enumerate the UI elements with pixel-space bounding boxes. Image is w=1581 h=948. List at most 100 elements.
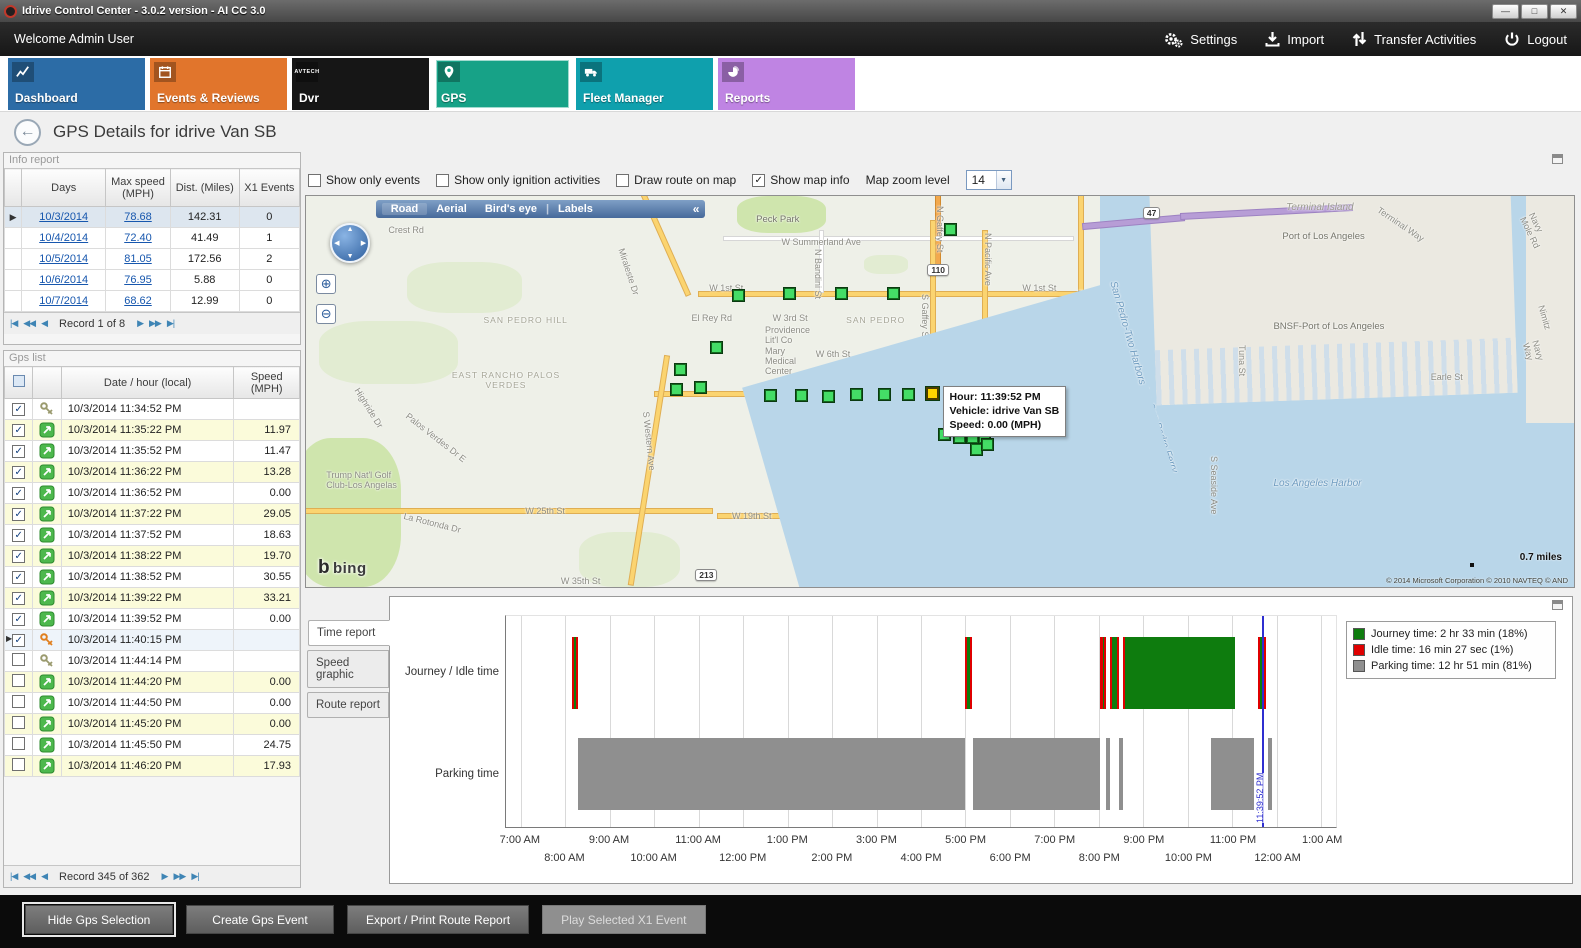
row-checkbox[interactable]: ✓ bbox=[12, 465, 26, 479]
last-page-icon[interactable]: ▶| bbox=[191, 871, 199, 881]
col-days[interactable]: Days bbox=[21, 168, 107, 207]
row-checkbox[interactable]: ✓ bbox=[12, 402, 26, 416]
gps-route-marker[interactable] bbox=[903, 388, 915, 400]
first-page-icon[interactable]: |◀ bbox=[10, 871, 18, 881]
info-report-row[interactable]: 10/6/2014 76.95 5.88 0 bbox=[3, 269, 301, 291]
option-show-map-info[interactable]: ✓ Show map info bbox=[752, 173, 850, 187]
row-checkbox[interactable] bbox=[12, 653, 26, 666]
gps-list-row[interactable]: 10/3/2014 11:46:20 PM 17.93 bbox=[3, 755, 300, 777]
back-button[interactable]: ← bbox=[14, 118, 41, 146]
day-link[interactable]: 10/5/2014 bbox=[39, 253, 89, 265]
gps-route-marker[interactable] bbox=[970, 443, 982, 455]
gps-route-marker[interactable] bbox=[851, 388, 863, 400]
row-checkbox[interactable]: ✓ bbox=[12, 528, 26, 542]
row-checkbox[interactable] bbox=[12, 674, 26, 687]
prev-record-icon[interactable]: ◀ bbox=[41, 318, 48, 328]
gps-list-row[interactable]: ✓ 10/3/2014 11:36:52 PM 0.00 bbox=[3, 482, 300, 504]
minimize-button[interactable]: — bbox=[1492, 3, 1519, 19]
col-x1-events[interactable]: X1 Events bbox=[238, 168, 301, 207]
day-link[interactable]: 10/6/2014 bbox=[39, 274, 89, 286]
day-link[interactable]: 10/4/2014 bbox=[39, 232, 89, 244]
row-checkbox[interactable]: ✓ bbox=[12, 507, 26, 521]
col-date-hour[interactable]: Date / hour (local) bbox=[60, 366, 235, 399]
gps-list-row[interactable]: ✓ 10/3/2014 11:39:22 PM 33.21 bbox=[3, 587, 300, 609]
nav-tab-reports[interactable]: Reports bbox=[718, 57, 855, 110]
max-speed-link[interactable]: 72.40 bbox=[124, 232, 152, 244]
row-checkbox[interactable] bbox=[12, 737, 26, 750]
gps-list-row[interactable]: ✓ 10/3/2014 11:34:52 PM bbox=[3, 398, 300, 420]
gps-route-marker[interactable] bbox=[733, 289, 745, 301]
gps-route-marker[interactable] bbox=[695, 382, 707, 394]
selected-gps-marker[interactable] bbox=[926, 387, 940, 401]
row-checkbox[interactable]: ✓ bbox=[12, 633, 26, 647]
tab-time-report[interactable]: Time report bbox=[308, 620, 390, 646]
row-checkbox[interactable]: ✓ bbox=[12, 486, 26, 500]
info-report-row[interactable]: 10/7/2014 68.62 12.99 0 bbox=[3, 290, 301, 312]
option-show-only-ignition-activities[interactable]: Show only ignition activities bbox=[436, 173, 600, 187]
gps-list-row[interactable]: 10/3/2014 11:44:20 PM 0.00 bbox=[3, 671, 300, 693]
next-page-icon[interactable]: ▶▶ bbox=[173, 871, 186, 881]
row-checkbox[interactable] bbox=[12, 716, 26, 729]
gps-route-marker[interactable] bbox=[765, 390, 777, 402]
row-checkbox[interactable]: ✓ bbox=[12, 570, 26, 584]
gps-list-row[interactable]: ✓ 10/3/2014 11:35:52 PM 11.47 bbox=[3, 440, 300, 462]
map-zoom-select[interactable]: 14 ▼ bbox=[965, 170, 1012, 190]
gps-route-marker[interactable] bbox=[879, 388, 891, 400]
play-selected-x1-event-button[interactable]: Play Selected X1 Event bbox=[542, 905, 706, 934]
row-checkbox[interactable]: ✓ bbox=[12, 444, 26, 458]
gps-list-row[interactable]: ✓ 10/3/2014 11:38:22 PM 19.70 bbox=[3, 545, 300, 567]
option-show-only-events[interactable]: Show only events bbox=[308, 173, 420, 187]
gps-route-marker[interactable] bbox=[675, 364, 687, 376]
info-report-row[interactable]: ▶ 10/3/2014 78.68 142.31 0 bbox=[3, 206, 301, 228]
prev-page-icon[interactable]: ◀◀ bbox=[23, 318, 36, 328]
gps-list-row[interactable]: 10/3/2014 11:45:20 PM 0.00 bbox=[3, 713, 300, 735]
zoom-out-button[interactable]: ⊖ bbox=[316, 303, 337, 324]
nav-tab-fleet-manager[interactable]: Fleet Manager bbox=[576, 57, 713, 110]
col-speed[interactable]: Speed (MPH) bbox=[233, 366, 300, 399]
day-link[interactable]: 10/7/2014 bbox=[39, 295, 89, 307]
max-speed-link[interactable]: 81.05 bbox=[124, 253, 152, 265]
transfer-activities-button[interactable]: Transfer Activities bbox=[1352, 31, 1476, 47]
next-record-icon[interactable]: ▶ bbox=[161, 871, 169, 881]
row-checkbox[interactable]: ✓ bbox=[12, 591, 26, 605]
info-report-row[interactable]: 10/4/2014 72.40 41.49 1 bbox=[3, 227, 301, 249]
day-link[interactable]: 10/3/2014 bbox=[39, 211, 89, 223]
info-report-row[interactable]: 10/5/2014 81.05 172.56 2 bbox=[3, 248, 301, 270]
col-dist[interactable]: Dist. (Miles) bbox=[169, 168, 240, 207]
next-page-icon[interactable]: ▶▶ bbox=[149, 318, 162, 328]
gps-route-marker[interactable] bbox=[795, 390, 807, 402]
gps-route-marker[interactable] bbox=[888, 288, 900, 300]
prev-record-icon[interactable]: ◀ bbox=[41, 871, 48, 881]
map-style-aerial[interactable]: Aerial bbox=[436, 203, 467, 215]
max-speed-link[interactable]: 78.68 bbox=[124, 211, 152, 223]
max-speed-link[interactable]: 68.62 bbox=[124, 295, 152, 307]
first-page-icon[interactable]: |◀ bbox=[10, 318, 18, 328]
nav-tab-dvr[interactable]: AVTECH Dvr bbox=[292, 57, 429, 110]
gps-list-row[interactable]: ▶ ✓ 10/3/2014 11:40:15 PM bbox=[3, 629, 300, 651]
gps-route-marker[interactable] bbox=[945, 223, 957, 235]
gps-route-marker[interactable] bbox=[710, 342, 722, 354]
gps-route-marker[interactable] bbox=[836, 288, 848, 300]
map-style-road[interactable]: Road bbox=[381, 203, 428, 215]
gps-list-row[interactable]: 10/3/2014 11:44:14 PM bbox=[3, 650, 300, 672]
gps-route-marker[interactable] bbox=[823, 390, 835, 402]
prev-page-icon[interactable]: ◀◀ bbox=[23, 871, 36, 881]
nav-tab-events-reviews[interactable]: Events & Reviews bbox=[150, 57, 287, 110]
map-style-labels[interactable]: Labels bbox=[558, 203, 593, 215]
import-button[interactable]: Import bbox=[1265, 31, 1324, 47]
maximize-chart-panel-icon[interactable] bbox=[1552, 600, 1563, 610]
map-style-birdseye[interactable]: Bird's eye bbox=[484, 203, 537, 215]
gps-route-marker[interactable] bbox=[981, 438, 993, 450]
gps-route-marker[interactable] bbox=[784, 288, 796, 300]
hide-gps-selection-button[interactable]: Hide Gps Selection bbox=[22, 902, 176, 937]
row-checkbox[interactable] bbox=[12, 758, 26, 771]
gps-list-row[interactable]: ✓ 10/3/2014 11:37:52 PM 18.63 bbox=[3, 524, 300, 546]
logout-button[interactable]: Logout bbox=[1504, 31, 1567, 47]
gps-list-row[interactable]: ✓ 10/3/2014 11:38:52 PM 30.55 bbox=[3, 566, 300, 588]
zoom-in-button[interactable]: ⊕ bbox=[316, 274, 337, 295]
row-checkbox[interactable] bbox=[12, 695, 26, 708]
close-button[interactable]: ✕ bbox=[1550, 3, 1577, 19]
gps-list-row[interactable]: 10/3/2014 11:44:50 PM 0.00 bbox=[3, 692, 300, 714]
row-checkbox[interactable]: ✓ bbox=[12, 549, 26, 563]
row-checkbox[interactable]: ✓ bbox=[12, 423, 26, 437]
